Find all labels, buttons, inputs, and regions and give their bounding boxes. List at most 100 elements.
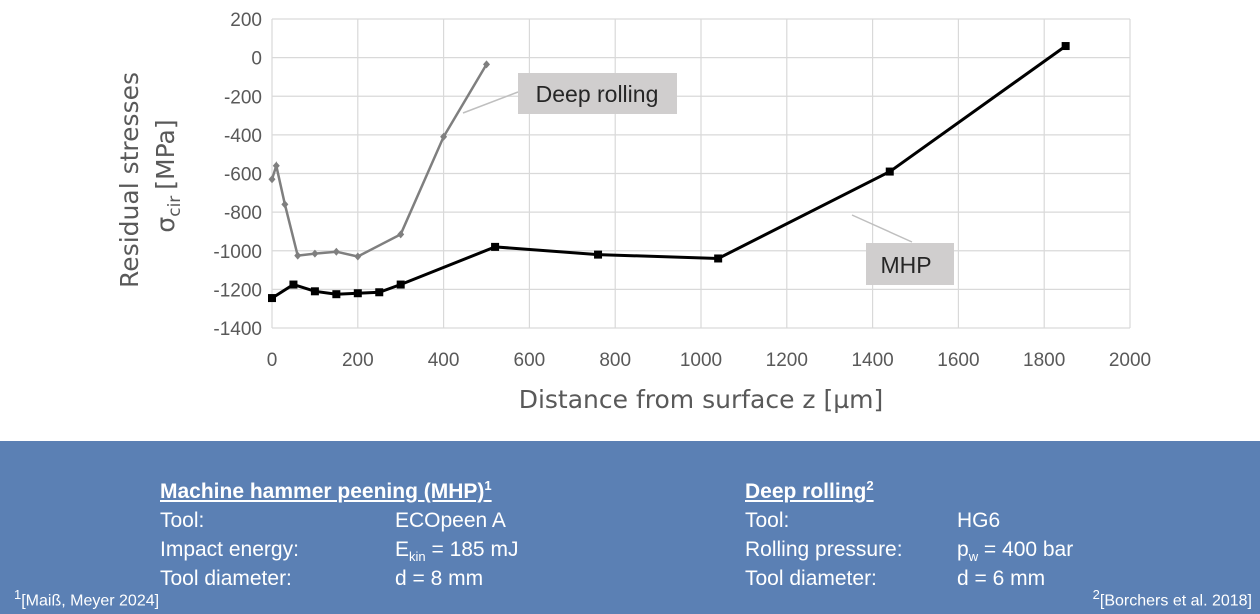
mhp-point [268, 294, 276, 303]
mhp-info: Machine hammer peening (MHP)1 Tool: ECOp… [160, 471, 518, 593]
y-tick-label: -800 [224, 203, 262, 224]
reference-left: 1[Maiß, Meyer 2024] [14, 587, 159, 610]
x-tick-label: 0 [267, 350, 278, 371]
series-deep-rolling [268, 60, 490, 261]
x-tick-label: 2000 [1109, 350, 1151, 371]
y-axis-title-line1: Residual stresses [115, 72, 144, 288]
mhp-energy-label: Impact energy: [160, 538, 299, 561]
chart-series [268, 42, 1070, 303]
y-axis-title-sub: cir [165, 196, 185, 217]
mhp-point [885, 167, 894, 176]
rolling-diameter-label: Tool diameter: [745, 567, 877, 590]
deep-rolling-point [281, 200, 289, 209]
x-tick-label: 1200 [766, 350, 808, 371]
rolling-title-text: Deep rolling [745, 480, 867, 503]
mhp-point [594, 250, 603, 259]
mhp-row-diameter: Tool diameter: d = 8 mm [160, 564, 492, 593]
y-tick-label: -1200 [213, 280, 262, 301]
mhp-title-sup: 1 [484, 478, 492, 493]
mhp-row-energy: Impact energy: Ekin = 185 mJ [160, 535, 518, 564]
deep-rolling-point [440, 132, 448, 141]
mhp-callout [866, 243, 954, 285]
x-tick-label: 800 [599, 350, 631, 371]
x-tick-label: 1600 [937, 350, 979, 371]
y-tick-label: -1000 [213, 242, 262, 263]
deep-rolling-point [294, 251, 302, 260]
reference-right-sup: 2 [1092, 586, 1100, 602]
mhp-title: Machine hammer peening (MHP)1 [160, 471, 492, 506]
x-tick-label: 1400 [851, 350, 893, 371]
mhp-point [289, 280, 298, 289]
mhp-title-text: Machine hammer peening (MHP) [160, 480, 485, 503]
mhp-point [353, 289, 362, 298]
rolling-title-sup: 2 [866, 478, 874, 493]
chart-grid [271, 18, 1131, 329]
mhp-callout-leader [851, 214, 913, 243]
y-axis-title: Residual stresses σcir [MPa] [115, 64, 185, 288]
x-tick-label: 600 [514, 350, 546, 371]
x-axis-title: Distance from surface z [µm] [519, 385, 884, 414]
reference-right-text: [Borchers et al. 2018] [1099, 592, 1252, 609]
mhp-tool-value: ECOpeen A [395, 509, 506, 532]
deep-rolling-point [332, 247, 340, 256]
rolling-pressure-value: pw = 400 bar [957, 535, 1073, 571]
rolling-row-tool: Tool: HG6 [745, 506, 1000, 535]
y-axis-title-unit: [MPa] [151, 119, 180, 189]
y-axis-title-sigma: σ [151, 217, 180, 233]
residual-stress-chart: 2000-200-400-600-800-1000-1200-1400 0 200… [115, 10, 1151, 414]
y-tick-label: -1400 [213, 319, 262, 340]
rolling-title: Deep rolling2 [745, 471, 874, 506]
mhp-energy-sub: kin [409, 549, 426, 565]
rolling-pressure-sub: w [968, 549, 979, 565]
rolling-info: Deep rolling2 Tool: HG6 Rolling pressure… [745, 471, 1073, 593]
deep-rolling-point [268, 175, 276, 184]
mhp-point [1061, 42, 1070, 51]
deep-rolling-point [483, 60, 490, 69]
y-tick-label: 200 [230, 10, 262, 31]
y-tick-label: -400 [224, 126, 262, 147]
mhp-row-tool: Tool: ECOpeen A [160, 506, 506, 535]
deep-rolling-point [397, 230, 405, 239]
rolling-pressure-label: Rolling pressure: [745, 538, 903, 561]
series-mhp [268, 42, 1070, 303]
deep-rolling-callout-label: Deep rolling [536, 81, 659, 107]
x-tick-label: 1800 [1023, 350, 1065, 371]
mhp-point [396, 280, 405, 289]
rolling-tool-value: HG6 [957, 509, 1001, 532]
y-axis-ticks: 200 0 -200 -400 -600 -800 -1000 -1200 -1400 [213, 10, 262, 340]
deep-rolling-point [311, 249, 319, 258]
rolling-row-diameter: Tool diameter: d = 6 mm [745, 564, 1045, 593]
deep-rolling-callout-leader [462, 91, 519, 114]
mhp-point [375, 288, 384, 297]
mhp-point [491, 242, 500, 251]
deep-rolling-point [272, 161, 280, 170]
mhp-point [332, 290, 341, 299]
rolling-pressure-symbol: p [957, 538, 969, 561]
mhp-energy-amount: = 185 mJ [425, 538, 519, 561]
reference-right: 2[Borchers et al. 2018] [1093, 587, 1252, 610]
deep-rolling-callout [518, 73, 677, 114]
rolling-tool-label: Tool: [745, 509, 790, 532]
mhp-point [714, 254, 723, 263]
deep-rolling-line [270, 63, 488, 258]
y-tick-label: 0 [251, 49, 262, 70]
x-tick-label: 1000 [680, 350, 722, 371]
reference-left-sup: 1 [14, 586, 22, 602]
info-panel: Machine hammer peening (MHP)1 Tool: ECOp… [0, 441, 1260, 614]
y-tick-label: -600 [224, 165, 262, 186]
mhp-energy-symbol: E [395, 538, 410, 561]
y-tick-label: -200 [224, 87, 262, 108]
mhp-diameter-label: Tool diameter: [160, 567, 292, 590]
rolling-diameter-value: d = 6 mm [957, 567, 1046, 590]
mhp-diameter-value: d = 8 mm [395, 567, 484, 590]
rolling-row-pressure: Rolling pressure: pw = 400 bar [745, 535, 1073, 564]
reference-left-text: [Maiß, Meyer 2024] [21, 592, 160, 609]
deep-rolling-point [354, 252, 362, 261]
mhp-tool-label: Tool: [160, 509, 205, 532]
mhp-callout-label: MHP [880, 252, 931, 278]
x-tick-label: 400 [428, 350, 460, 371]
mhp-energy-value: Ekin = 185 mJ [395, 535, 518, 571]
x-axis-ticks: 0 200 400 600 800 1000 1200 1400 1600 1800 2000 [267, 350, 1151, 371]
mhp-point [310, 287, 319, 296]
rolling-pressure-amount: = 400 bar [978, 538, 1074, 561]
